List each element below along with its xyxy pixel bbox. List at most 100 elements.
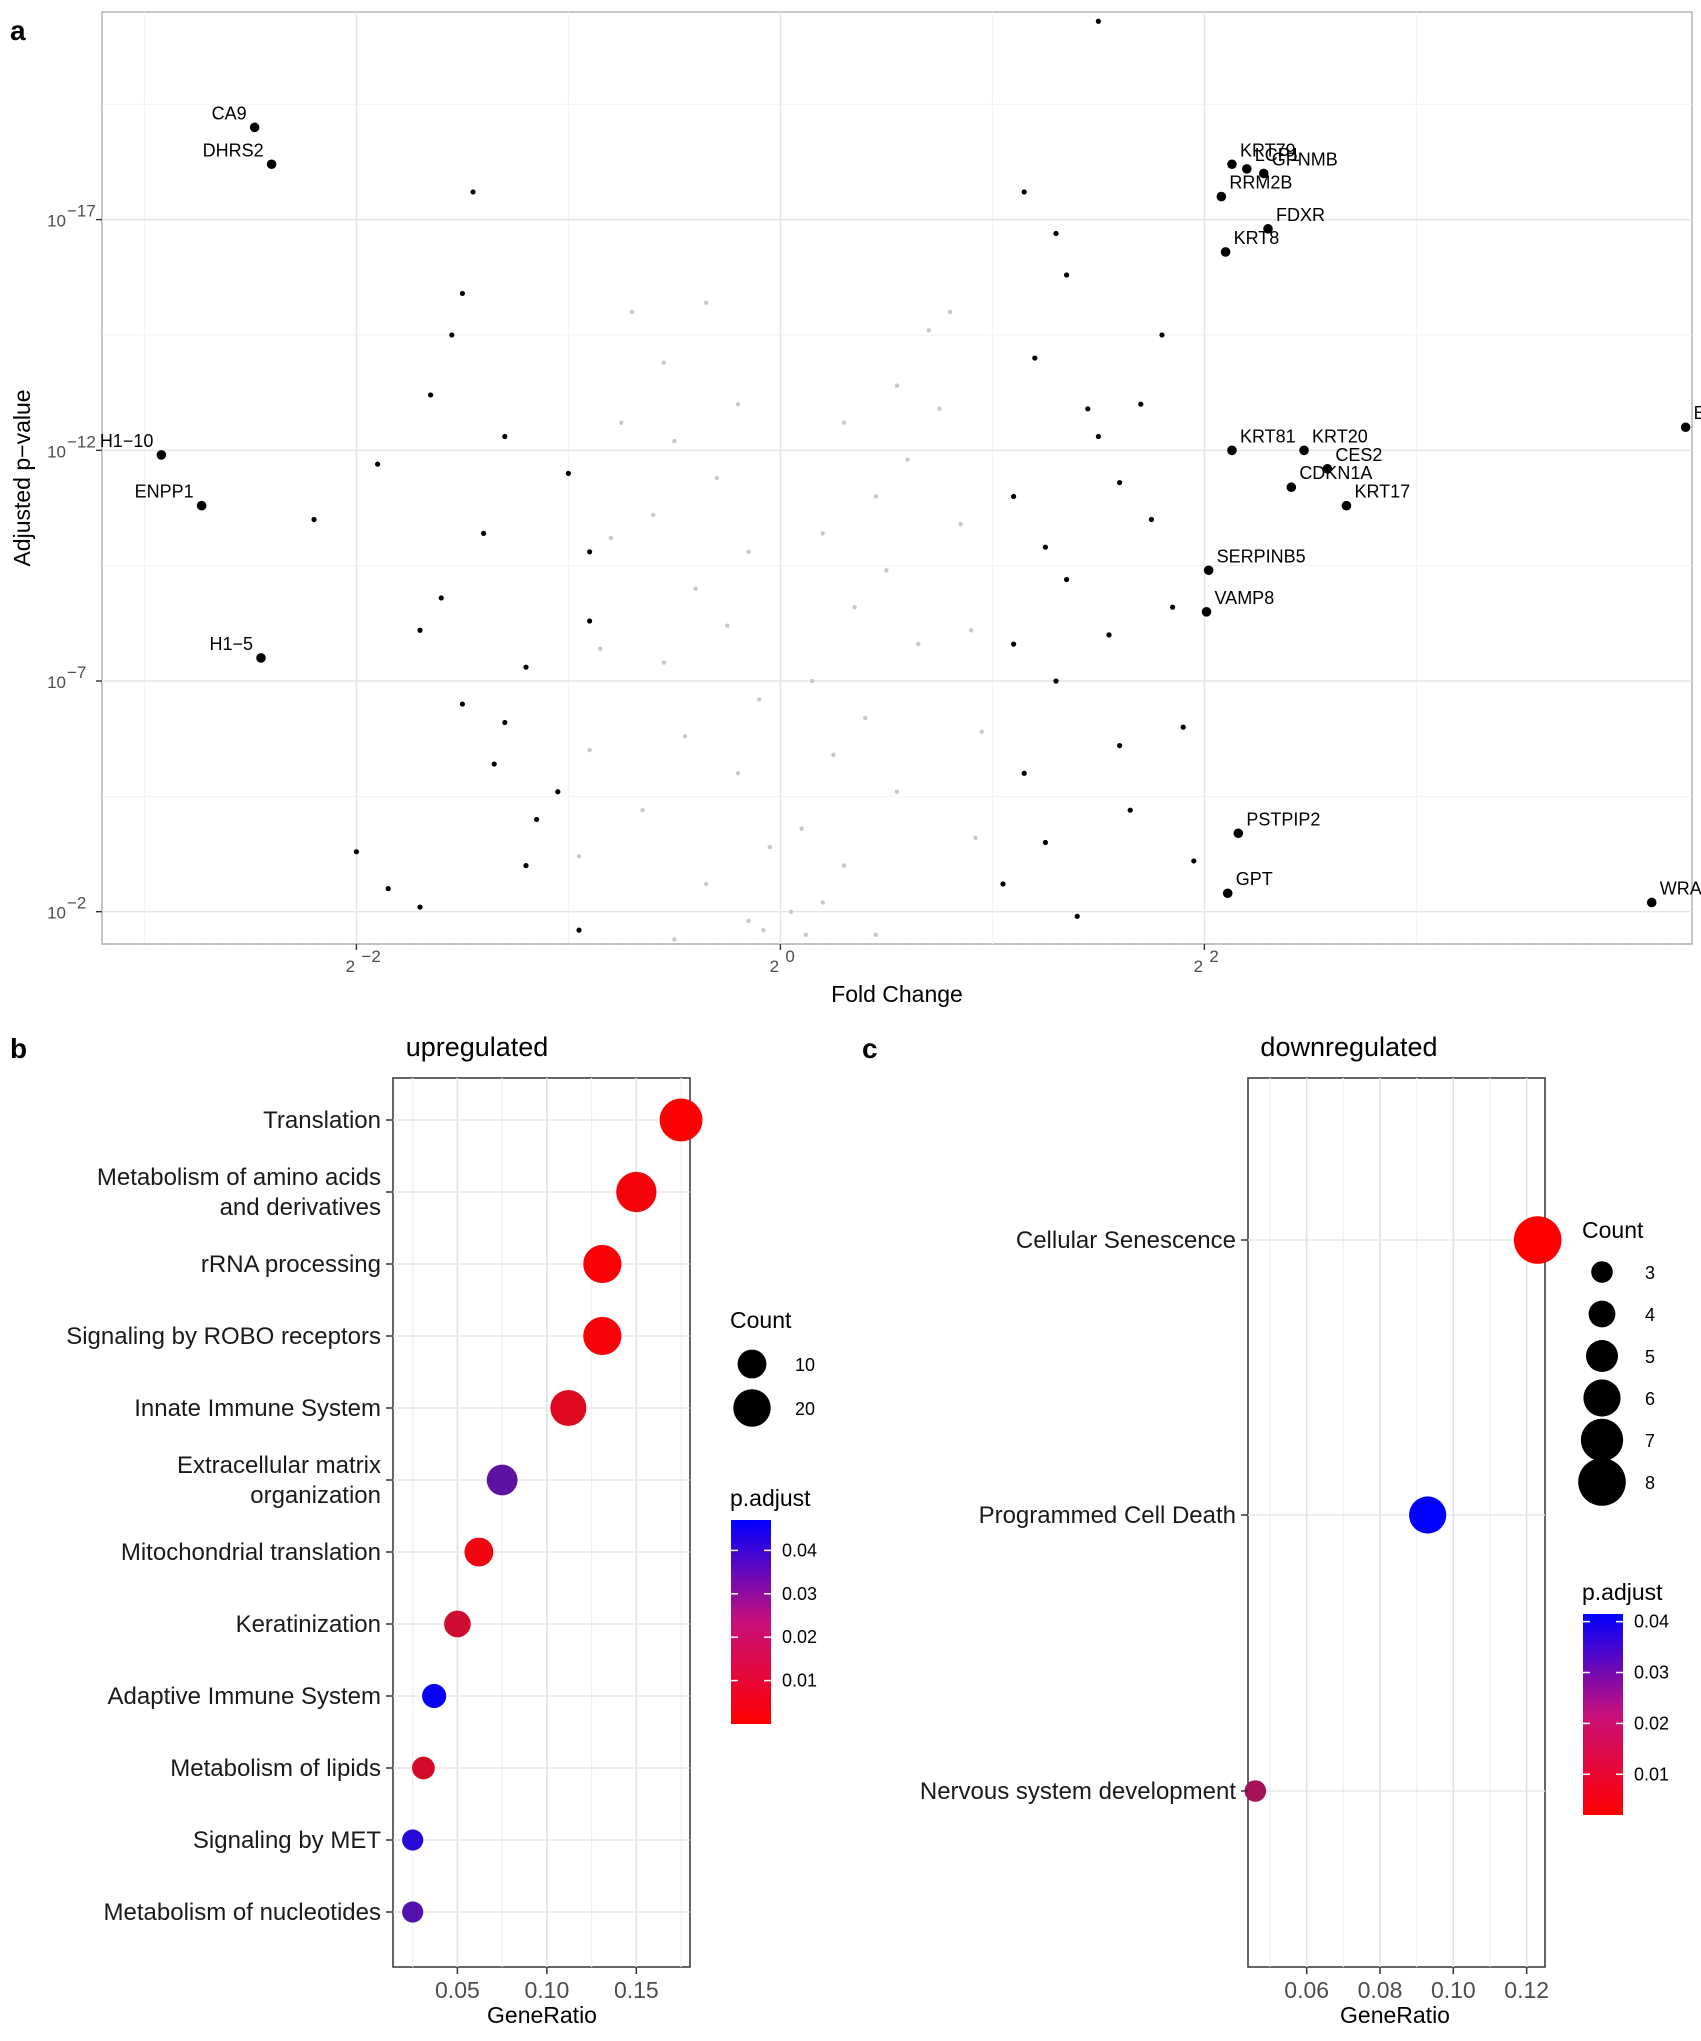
- nonsignificant-point: [884, 568, 889, 573]
- b-term-label-mitochondrial-translation: Mitochondrial translation: [121, 1539, 381, 1566]
- gene-point-ebi3: [1680, 422, 1691, 433]
- significant-point: [1138, 401, 1144, 407]
- gene-label-krt20: KRT20: [1312, 426, 1368, 446]
- gene-point-lcp1: [1242, 164, 1252, 174]
- gene-point-vamp8: [1201, 607, 1212, 617]
- significant-point: [502, 719, 508, 726]
- upregulated-plot-frame: [392, 1077, 691, 1968]
- b-dot-extracellular-matrix-organization: [486, 1464, 518, 1496]
- c-size-legend-dot-7: [1580, 1418, 1624, 1462]
- nonsignificant-point: [767, 844, 772, 850]
- b-term-label-metabolism-of-nucleotides: Metabolism of nucleotides: [104, 1899, 381, 1926]
- b-color-legend-label-1: 0.03: [782, 1584, 817, 1604]
- significant-point: [1064, 272, 1070, 278]
- gene-point-gpt: [1222, 888, 1233, 899]
- upregulated-size-legend: 10 20: [733, 1349, 815, 1427]
- c-size-legend-label-3: 3: [1645, 1263, 1655, 1283]
- c-size-legend-label-8: 8: [1645, 1473, 1655, 1493]
- significant-point: [417, 904, 423, 910]
- volcano-y-tick-label: 10: [47, 904, 66, 923]
- gene-point-dhrs2: [266, 159, 277, 170]
- significant-point: [1170, 604, 1176, 610]
- nonsignificant-point: [841, 863, 847, 868]
- significant-point: [534, 816, 540, 823]
- nonsignificant-point: [937, 406, 942, 411]
- b-term-label-rrna-processing: rRNA processing: [201, 1251, 381, 1278]
- volcano-x-tick-exponent: 2: [1209, 947, 1218, 966]
- nonsignificant-point: [672, 438, 677, 444]
- nonsignificant-point: [979, 729, 984, 734]
- upregulated-color-legend-title: p.adjust: [730, 1485, 811, 1511]
- gene-point-serpinb5: [1203, 565, 1214, 576]
- nonsignificant-point: [735, 401, 741, 407]
- b-color-legend-label-0: 0.04: [782, 1540, 817, 1560]
- significant-point: [1117, 743, 1123, 749]
- nonsignificant-point: [608, 535, 613, 541]
- volcano-x-tick-label: 2: [1194, 957, 1203, 976]
- c-size-legend-label-4: 4: [1645, 1305, 1655, 1325]
- gene-label-ebi3: EBI3: [1694, 403, 1701, 423]
- gene-point-ces2: [1322, 463, 1333, 474]
- gene-label-lcp1: LCP1: [1255, 145, 1300, 165]
- b-dot-adaptive-immune-system: [422, 1683, 447, 1709]
- gene-label-pstpip2: PSTPIP2: [1246, 809, 1320, 829]
- significant-point: [1053, 678, 1059, 684]
- nonsignificant-point: [714, 475, 719, 481]
- b-dot-signaling-by-robo-receptors: [583, 1316, 622, 1356]
- nonsignificant-point: [841, 420, 847, 425]
- b-x-tick-label: 0.10: [524, 1977, 569, 2003]
- significant-point: [587, 618, 593, 624]
- significant-point: [1095, 433, 1101, 440]
- b-dot-keratinization: [444, 1610, 471, 1638]
- b-dot-metabolism-of-nucleotides: [402, 1901, 424, 1923]
- nonsignificant-point: [576, 854, 582, 859]
- volcano-x-tick-label: 2: [346, 957, 355, 976]
- nonsignificant-points: [576, 300, 984, 942]
- volcano-x-tick-exponent: −2: [361, 947, 380, 966]
- volcano-y-tick-label: 10: [47, 442, 66, 461]
- volcano-gridlines: [102, 12, 1692, 945]
- gene-point-krt81: [1227, 445, 1237, 456]
- gene-label-krt17: KRT17: [1354, 482, 1410, 502]
- c-size-legend-dot-8: [1578, 1458, 1626, 1506]
- nonsignificant-point: [947, 309, 953, 315]
- b-dot-innate-immune-system: [550, 1389, 587, 1427]
- significant-point: [353, 849, 359, 855]
- significant-point: [1042, 544, 1048, 550]
- c-color-bar: [1583, 1614, 1623, 1815]
- c-color-legend-label-2: 0.02: [1634, 1713, 1669, 1733]
- gene-label-dhrs2: DHRS2: [203, 140, 264, 160]
- gene-point-gpnmb: [1258, 168, 1269, 179]
- volcano-y-tick-label: 10: [47, 212, 66, 231]
- c-x-tick-label: 0.06: [1284, 1977, 1329, 2003]
- nonsignificant-point: [926, 328, 931, 333]
- volcano-y-tick-label: 10: [47, 673, 66, 692]
- c-x-tick-label: 0.10: [1431, 1977, 1476, 2003]
- nonsignificant-point: [820, 900, 825, 905]
- nonsignificant-point: [661, 660, 666, 665]
- nonsignificant-point: [761, 927, 766, 933]
- panel-letter-a: a: [10, 15, 26, 46]
- gene-point-cdkn1a: [1286, 482, 1297, 493]
- volcano-y-tick-exponent: −2: [67, 894, 86, 913]
- significant-point: [1074, 913, 1080, 919]
- nonsignificant-point: [661, 360, 666, 365]
- significant-point: [438, 595, 444, 601]
- significant-point: [1127, 807, 1133, 813]
- gene-label-vamp8: VAMP8: [1215, 588, 1275, 608]
- significant-point: [502, 433, 508, 440]
- nonsignificant-point: [973, 835, 978, 841]
- b-dot-rrna-processing: [583, 1244, 622, 1284]
- significant-point: [417, 627, 423, 633]
- gene-label-ca9: CA9: [212, 103, 247, 123]
- b-dot-metabolism-of-lipids: [412, 1756, 435, 1780]
- gene-label-gpt: GPT: [1236, 869, 1273, 889]
- significant-point: [587, 549, 593, 555]
- nonsignificant-point: [725, 623, 730, 628]
- b-term-label-signaling-by-robo-receptors: Signaling by ROBO receptors: [66, 1323, 381, 1350]
- gene-label-serpinb5: SERPINB5: [1217, 546, 1306, 566]
- significant-point: [449, 332, 455, 338]
- significant-point: [1000, 881, 1006, 887]
